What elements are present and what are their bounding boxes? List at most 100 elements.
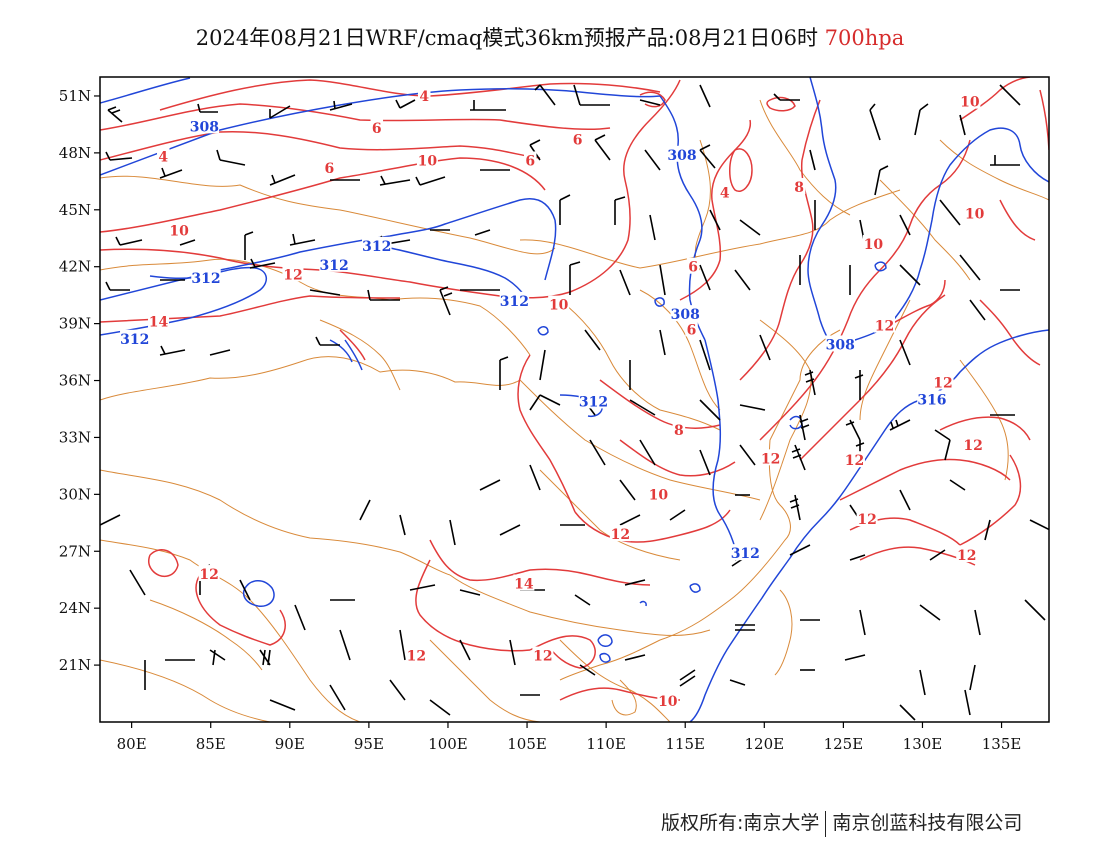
height-label-bg — [191, 269, 221, 286]
height-contours — [100, 77, 1049, 722]
temperature-label-bg — [198, 565, 220, 582]
lat-tick-label: 27N — [59, 542, 91, 560]
temperature-label: 10 — [549, 298, 569, 314]
temperature-contour-labels: 4 6 4 6 6 10 6 10 12 14 10 4 6 6 8 10 10 10 12 12 8 12 12 10 12 1… — [148, 86, 986, 710]
temperature-label: 12 — [199, 567, 218, 583]
temperature-label-bg — [532, 646, 554, 663]
temperature-label-bg — [157, 147, 170, 164]
temperature-label: 6 — [324, 161, 334, 177]
temperature-label: 10 — [169, 224, 189, 240]
copyright-text: 版权所有:南京大学 — [661, 812, 820, 834]
temperature-label-bg — [932, 373, 954, 390]
temperature-label-bg — [843, 451, 865, 468]
lat-tick-label: 51N — [59, 87, 91, 105]
temperature-label-bg — [792, 178, 806, 195]
temperature-label: 12 — [761, 451, 780, 467]
height-label-bg — [578, 392, 609, 409]
height-label-bg — [667, 145, 697, 162]
temperature-label-bg — [647, 485, 669, 502]
lon-tick-label: 110E — [586, 735, 626, 753]
temperature-label-bg — [959, 92, 981, 109]
title-level: 700hpa — [824, 26, 905, 50]
footer-separator — [825, 810, 827, 837]
temperature-label-bg — [548, 295, 570, 312]
temperature-label-bg — [856, 510, 878, 527]
temperature-label: 12 — [933, 375, 952, 391]
temperature-label-bg — [370, 119, 384, 136]
lat-tick-label: 21N — [59, 656, 91, 674]
temperature-label-bg — [609, 525, 631, 542]
lon-tick-label: 120E — [745, 735, 785, 753]
lon-tick-label: 115E — [665, 735, 705, 753]
temperature-label: 4 — [720, 186, 730, 202]
height-label-bg — [189, 117, 220, 134]
lon-tick-label: 80E — [117, 735, 147, 753]
temperature-contours — [100, 77, 1049, 701]
temperature-label: 10 — [649, 487, 669, 503]
temperature-label-bg — [523, 151, 537, 168]
temperature-label: 8 — [794, 180, 804, 196]
temperature-label: 10 — [965, 207, 985, 223]
lat-tick-label: 30N — [59, 485, 91, 503]
lon-tick-label: 100E — [428, 735, 468, 753]
lon-tick-label: 130E — [903, 735, 943, 753]
lon-tick-label: 125E — [824, 735, 864, 753]
height-label-bg — [825, 335, 855, 352]
temperature-label-bg — [148, 312, 170, 329]
height-label-bg — [319, 255, 349, 272]
temperature-label-bg — [657, 692, 679, 709]
temperature-label: 4 — [158, 150, 168, 166]
lat-tick-label: 48N — [59, 144, 91, 162]
temperature-label-bg — [956, 546, 978, 563]
temperature-label: 10 — [864, 237, 884, 253]
temperature-label: 12 — [611, 527, 630, 543]
temperature-label: 12 — [875, 319, 894, 335]
plot-frame — [99, 76, 1050, 723]
temperature-label: 12 — [857, 512, 876, 528]
temperature-label-bg — [862, 234, 884, 251]
temperature-label: 10 — [418, 153, 438, 169]
temperature-label: 6 — [372, 121, 382, 137]
map-title: 2024年08月21日WRF/cmaq模式36km预报产品:08月21日06时 … — [0, 22, 1100, 52]
temperature-label: 12 — [957, 548, 976, 564]
temperature-label: 6 — [687, 322, 697, 338]
temperature-label: 12 — [963, 438, 982, 454]
temperature-label-bg — [282, 265, 304, 282]
title-main: 2024年08月21日WRF/cmaq模式36km预报产品:08月21日06时 — [195, 26, 818, 50]
lat-tick-label: 24N — [59, 599, 91, 617]
temperature-label-bg — [405, 646, 427, 663]
lon-tick-label: 135E — [982, 735, 1022, 753]
height-label-bg — [730, 544, 761, 561]
temperature-label: 6 — [573, 133, 583, 149]
temperature-label-bg — [416, 151, 438, 168]
lat-tick-label: 45N — [59, 201, 91, 219]
height-label-bg — [917, 390, 947, 407]
temperature-label: 4 — [419, 89, 429, 105]
lat-tick-label: 39N — [59, 315, 91, 333]
boundary-lines — [100, 99, 1049, 722]
lon-tick-label: 90E — [275, 735, 305, 753]
height-label: 312 — [731, 546, 760, 562]
temperature-label: 10 — [960, 95, 980, 111]
height-label: 312 — [120, 332, 149, 348]
height-label-bg — [670, 305, 700, 322]
footer: 版权所有:南京大学 南京创蓝科技有限公司 — [661, 808, 1022, 837]
temperature-label-bg — [760, 449, 782, 466]
height-label: 308 — [667, 148, 696, 164]
temperature-label-bg — [417, 86, 431, 103]
temperature-label: 14 — [514, 577, 534, 593]
wind-barbs — [100, 84, 1049, 721]
height-label-bg — [120, 329, 150, 346]
temperature-label-bg — [685, 320, 698, 337]
lat-tick-label: 42N — [59, 258, 91, 276]
temperature-label: 6 — [525, 153, 535, 169]
height-label: 312 — [500, 294, 529, 310]
temperature-label: 6 — [688, 260, 698, 276]
lat-tick-label: 33N — [59, 428, 91, 446]
height-label: 312 — [362, 239, 391, 255]
temperature-label-bg — [571, 130, 584, 147]
height-label: 308 — [190, 119, 219, 135]
height-label: 316 — [917, 393, 946, 409]
temperature-label: 10 — [658, 694, 678, 710]
